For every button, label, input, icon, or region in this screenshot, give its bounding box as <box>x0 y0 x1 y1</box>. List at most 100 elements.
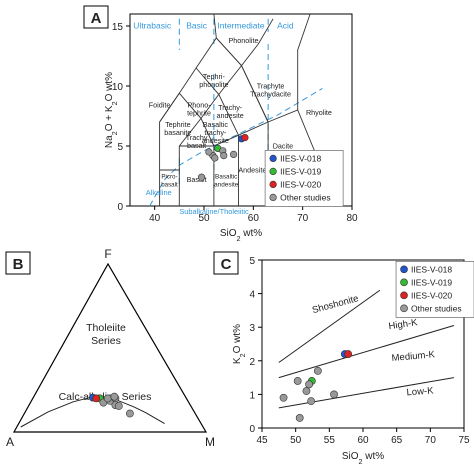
y-tick-label: 0 <box>117 202 123 213</box>
field-boundary-12 <box>257 18 274 45</box>
x-tick-label: 75 <box>458 435 470 446</box>
data-point-other-studies <box>125 409 134 418</box>
legend-label: IIES-V-018 <box>411 264 452 274</box>
legend-swatch <box>400 291 408 300</box>
field-boundary-9 <box>215 37 269 123</box>
y-tick-label: 1 <box>249 390 255 401</box>
region-label-foidite: Foidite <box>149 101 171 110</box>
legend-label: IIES-V-018 <box>280 153 321 163</box>
field-boundary-14 <box>159 92 180 123</box>
region-label-mediumk: Medium-K <box>391 349 436 364</box>
legend-swatch <box>269 154 277 162</box>
legend-swatch <box>400 278 408 287</box>
region-label-lowk: Low-K <box>406 385 434 398</box>
x-tick-label: 70 <box>425 435 437 446</box>
data-point-other-studies <box>295 414 304 422</box>
legend-swatch <box>269 193 277 201</box>
x-tick-label: 80 <box>346 213 358 224</box>
vertex-label-a: A <box>6 435 14 449</box>
y-tick-label: 0 <box>249 424 255 435</box>
field-boundary-15 <box>213 13 217 39</box>
x-axis-title: SiO2 wt% <box>220 228 262 243</box>
data-point-other-studies <box>205 148 213 156</box>
y-axis-title: Na2O + K2O wt% <box>104 72 119 148</box>
data-point-iies-v-020 <box>344 350 353 358</box>
region-label-ultrabasic: Ultrabasic <box>133 20 172 30</box>
legend-swatch <box>400 265 408 274</box>
data-point-iies-v-020 <box>241 134 249 142</box>
y-tick-label: 10 <box>112 82 124 93</box>
data-point-other-studies <box>103 394 112 403</box>
x-tick-label: 50 <box>290 435 302 446</box>
data-point-other-studies <box>293 377 302 385</box>
data-point-other-studies <box>114 402 123 410</box>
x-tick-label: 60 <box>248 213 260 224</box>
panel-b-tag-label: B <box>13 256 24 273</box>
region-label-andesite: Andesite <box>238 165 266 174</box>
y-tick-label: 5 <box>249 256 255 267</box>
data-point-other-studies <box>305 380 314 389</box>
region-label-intermediate: Intermediate <box>217 20 265 30</box>
region-label-phonotephrite: Phono-tephrite <box>187 101 211 118</box>
panel-a-tag-label: A <box>91 10 102 27</box>
data-point-other-studies <box>211 154 219 162</box>
y-tick-label: 2 <box>249 357 255 368</box>
region-label-shoshonite: Shoshonite <box>311 293 360 316</box>
data-point-other-studies <box>220 152 228 160</box>
legend-label: IIES-V-019 <box>280 166 321 176</box>
k2o-legend-box <box>395 261 474 318</box>
region-label-basalticandesite: Basaltic andesite <box>214 173 239 188</box>
vertex-label-f: F <box>104 247 111 261</box>
data-point-iies-v-020 <box>92 394 101 403</box>
region-label-acid: Acid <box>277 20 294 30</box>
panel-c-tag-label: C <box>221 256 232 273</box>
x-axis-title: SiO2 wt% <box>342 451 384 466</box>
shoshonite-boundary <box>278 289 381 363</box>
legend-label: IIES-V-020 <box>411 290 452 300</box>
data-point-other-studies <box>313 366 322 375</box>
data-point-other-studies <box>197 173 206 181</box>
data-point-other-studies <box>330 390 338 399</box>
region-label-picrobasalt: Picro-basalt <box>161 173 178 188</box>
region-label-trachybasalt: Trachy basalt <box>186 133 208 150</box>
field-boundary-8 <box>195 67 239 136</box>
region-label-highk: High-K <box>388 317 419 332</box>
legend-label: Other studies <box>280 192 331 202</box>
x-tick-label: 40 <box>149 213 161 224</box>
x-tick-label: 65 <box>391 435 403 446</box>
region-label-tephritebasanite: Tephrite basanite <box>164 120 191 137</box>
panel-a: A 40 50 60 70 80 0 5 10 15 SiO2 wt% Na2O + K2O wt%… <box>83 5 358 243</box>
highk-boundary <box>278 325 455 379</box>
field-boundary-10 <box>297 13 311 110</box>
y-axis-title: K2O wt% <box>232 324 247 364</box>
legend-label: Other studies <box>411 303 462 313</box>
legend-swatch <box>269 167 277 175</box>
vertex-label-m: M <box>205 435 215 449</box>
region-label-subalkaline: Subalkaline/Tholeiitic <box>179 207 249 216</box>
x-tick-label: 45 <box>256 435 268 446</box>
panel-c-tag <box>213 251 239 275</box>
region-label-tholeiite: Tholeiite Series <box>86 322 126 347</box>
x-tick-label: 50 <box>198 213 210 224</box>
region-label-basic: Basic <box>186 20 208 30</box>
region-label-rhyolite: Rhyolite <box>306 108 332 117</box>
region-label-basalt: Basalt <box>187 175 207 184</box>
legend-swatch <box>400 304 408 313</box>
data-point-other-studies <box>279 393 288 402</box>
panel-b-tag <box>5 251 31 275</box>
field-boundary-2 <box>179 121 269 147</box>
region-label-phonolite: Phonolite <box>228 36 258 45</box>
tas-legend-box <box>264 150 344 207</box>
tas-frame <box>129 13 353 207</box>
y-tick-label: 4 <box>249 290 255 301</box>
data-point-other-studies <box>230 150 238 158</box>
afm-triangle <box>12 262 208 433</box>
panel-a-tag <box>83 5 109 29</box>
region-label-basaltictrachyandesite: Basaltic trachy-andesite <box>202 120 229 145</box>
legend-label: IIES-V-019 <box>411 277 452 287</box>
